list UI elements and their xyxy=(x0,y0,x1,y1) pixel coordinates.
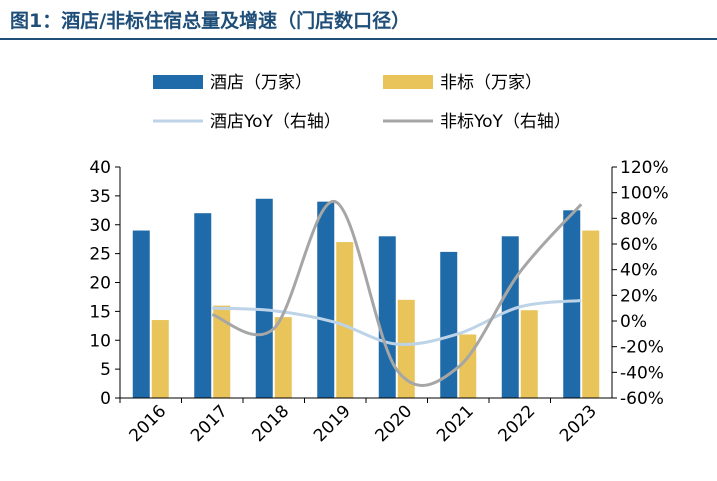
axes: 0 5 10 15 20 25 30 35 40 -60% -40% -20% 0% 20% 40% 60% 8… xyxy=(89,158,668,446)
left-tick-label: 20 xyxy=(89,274,111,294)
legend-label: 酒店YoY（右轴） xyxy=(210,112,341,132)
bar xyxy=(336,242,354,398)
line-nonstd-yoy xyxy=(211,200,583,387)
bar xyxy=(132,230,150,398)
left-tick-label: 10 xyxy=(89,331,111,351)
x-tick-label: 2020 xyxy=(372,401,417,446)
lines xyxy=(211,200,583,387)
legend-label: 酒店（万家） xyxy=(210,73,312,93)
right-tick-label: 100% xyxy=(620,184,669,204)
legend-label: 非标（万家） xyxy=(440,73,542,93)
x-tick-label: 2016 xyxy=(126,401,171,446)
bar xyxy=(563,210,581,398)
bar xyxy=(397,299,415,398)
bar xyxy=(194,213,212,398)
x-tick-label: 2017 xyxy=(187,401,232,446)
bar xyxy=(213,305,231,398)
left-tick-label: 15 xyxy=(89,302,111,322)
figure-title: 图1：酒店/非标住宿总量及增速（门店数口径） xyxy=(10,10,411,32)
bar xyxy=(520,310,538,398)
x-tick-label: 2022 xyxy=(495,401,540,446)
bar xyxy=(459,334,477,398)
right-tick-label: 60% xyxy=(620,235,658,255)
line-hotel-yoy xyxy=(212,298,582,346)
bars xyxy=(132,198,600,398)
right-tick-label: -60% xyxy=(620,389,664,409)
right-tick-label: 40% xyxy=(620,261,658,281)
right-tick-label: -20% xyxy=(620,338,664,358)
legend-swatch xyxy=(383,75,433,89)
right-tick-label: 80% xyxy=(620,209,658,229)
bar xyxy=(255,198,273,398)
x-tick-label: 2021 xyxy=(433,401,478,446)
bar xyxy=(501,236,519,398)
left-tick-label: 25 xyxy=(89,245,111,265)
x-tick-label: 2019 xyxy=(310,401,355,446)
left-tick-label: 0 xyxy=(100,389,111,409)
legend-swatch xyxy=(153,75,203,89)
bar xyxy=(582,230,600,398)
title-divider xyxy=(0,38,717,40)
bar xyxy=(317,201,335,398)
right-tick-label: 20% xyxy=(620,286,658,306)
left-tick-label: 40 xyxy=(89,158,111,178)
x-tick-label: 2023 xyxy=(556,401,601,446)
left-tick-label: 5 xyxy=(100,360,111,380)
left-tick-label: 35 xyxy=(89,187,111,207)
bar xyxy=(440,251,458,398)
right-tick-label: 120% xyxy=(620,158,669,178)
bar xyxy=(274,317,292,398)
right-tick-label: 0% xyxy=(620,312,647,332)
legend: 酒店（万家） 非标（万家） 酒店YoY（右轴） 非标YoY（右轴） xyxy=(153,73,571,132)
x-tick-label: 2018 xyxy=(249,401,294,446)
bar xyxy=(151,320,169,398)
bar xyxy=(378,236,396,398)
legend-label: 非标YoY（右轴） xyxy=(440,112,571,132)
left-tick-label: 30 xyxy=(89,216,111,236)
right-tick-label: -40% xyxy=(620,363,664,383)
